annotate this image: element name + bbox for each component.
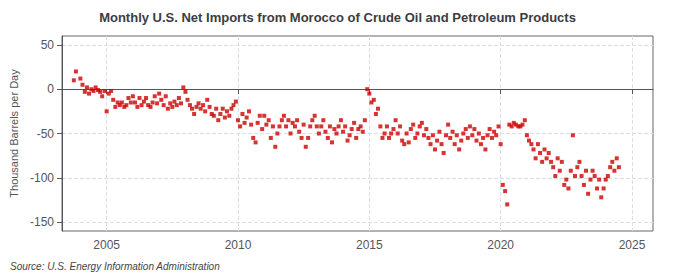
svg-text:2015: 2015 [356,238,383,252]
svg-text:0: 0 [47,82,54,96]
svg-text:2020: 2020 [487,238,514,252]
svg-text:Source: U.S. Energy Informatio: Source: U.S. Energy Information Administ… [10,261,220,272]
svg-text:-50: -50 [37,127,55,141]
svg-text:Thousand Barrels per Day: Thousand Barrels per Day [8,69,20,198]
svg-text:-150: -150 [30,215,54,229]
svg-text:50: 50 [41,38,55,52]
svg-text:Monthly U.S. Net Imports from: Monthly U.S. Net Imports from Morocco of… [99,10,576,25]
svg-text:-100: -100 [30,171,54,185]
svg-text:2025: 2025 [619,238,646,252]
svg-text:2005: 2005 [93,238,120,252]
svg-text:2010: 2010 [225,238,252,252]
